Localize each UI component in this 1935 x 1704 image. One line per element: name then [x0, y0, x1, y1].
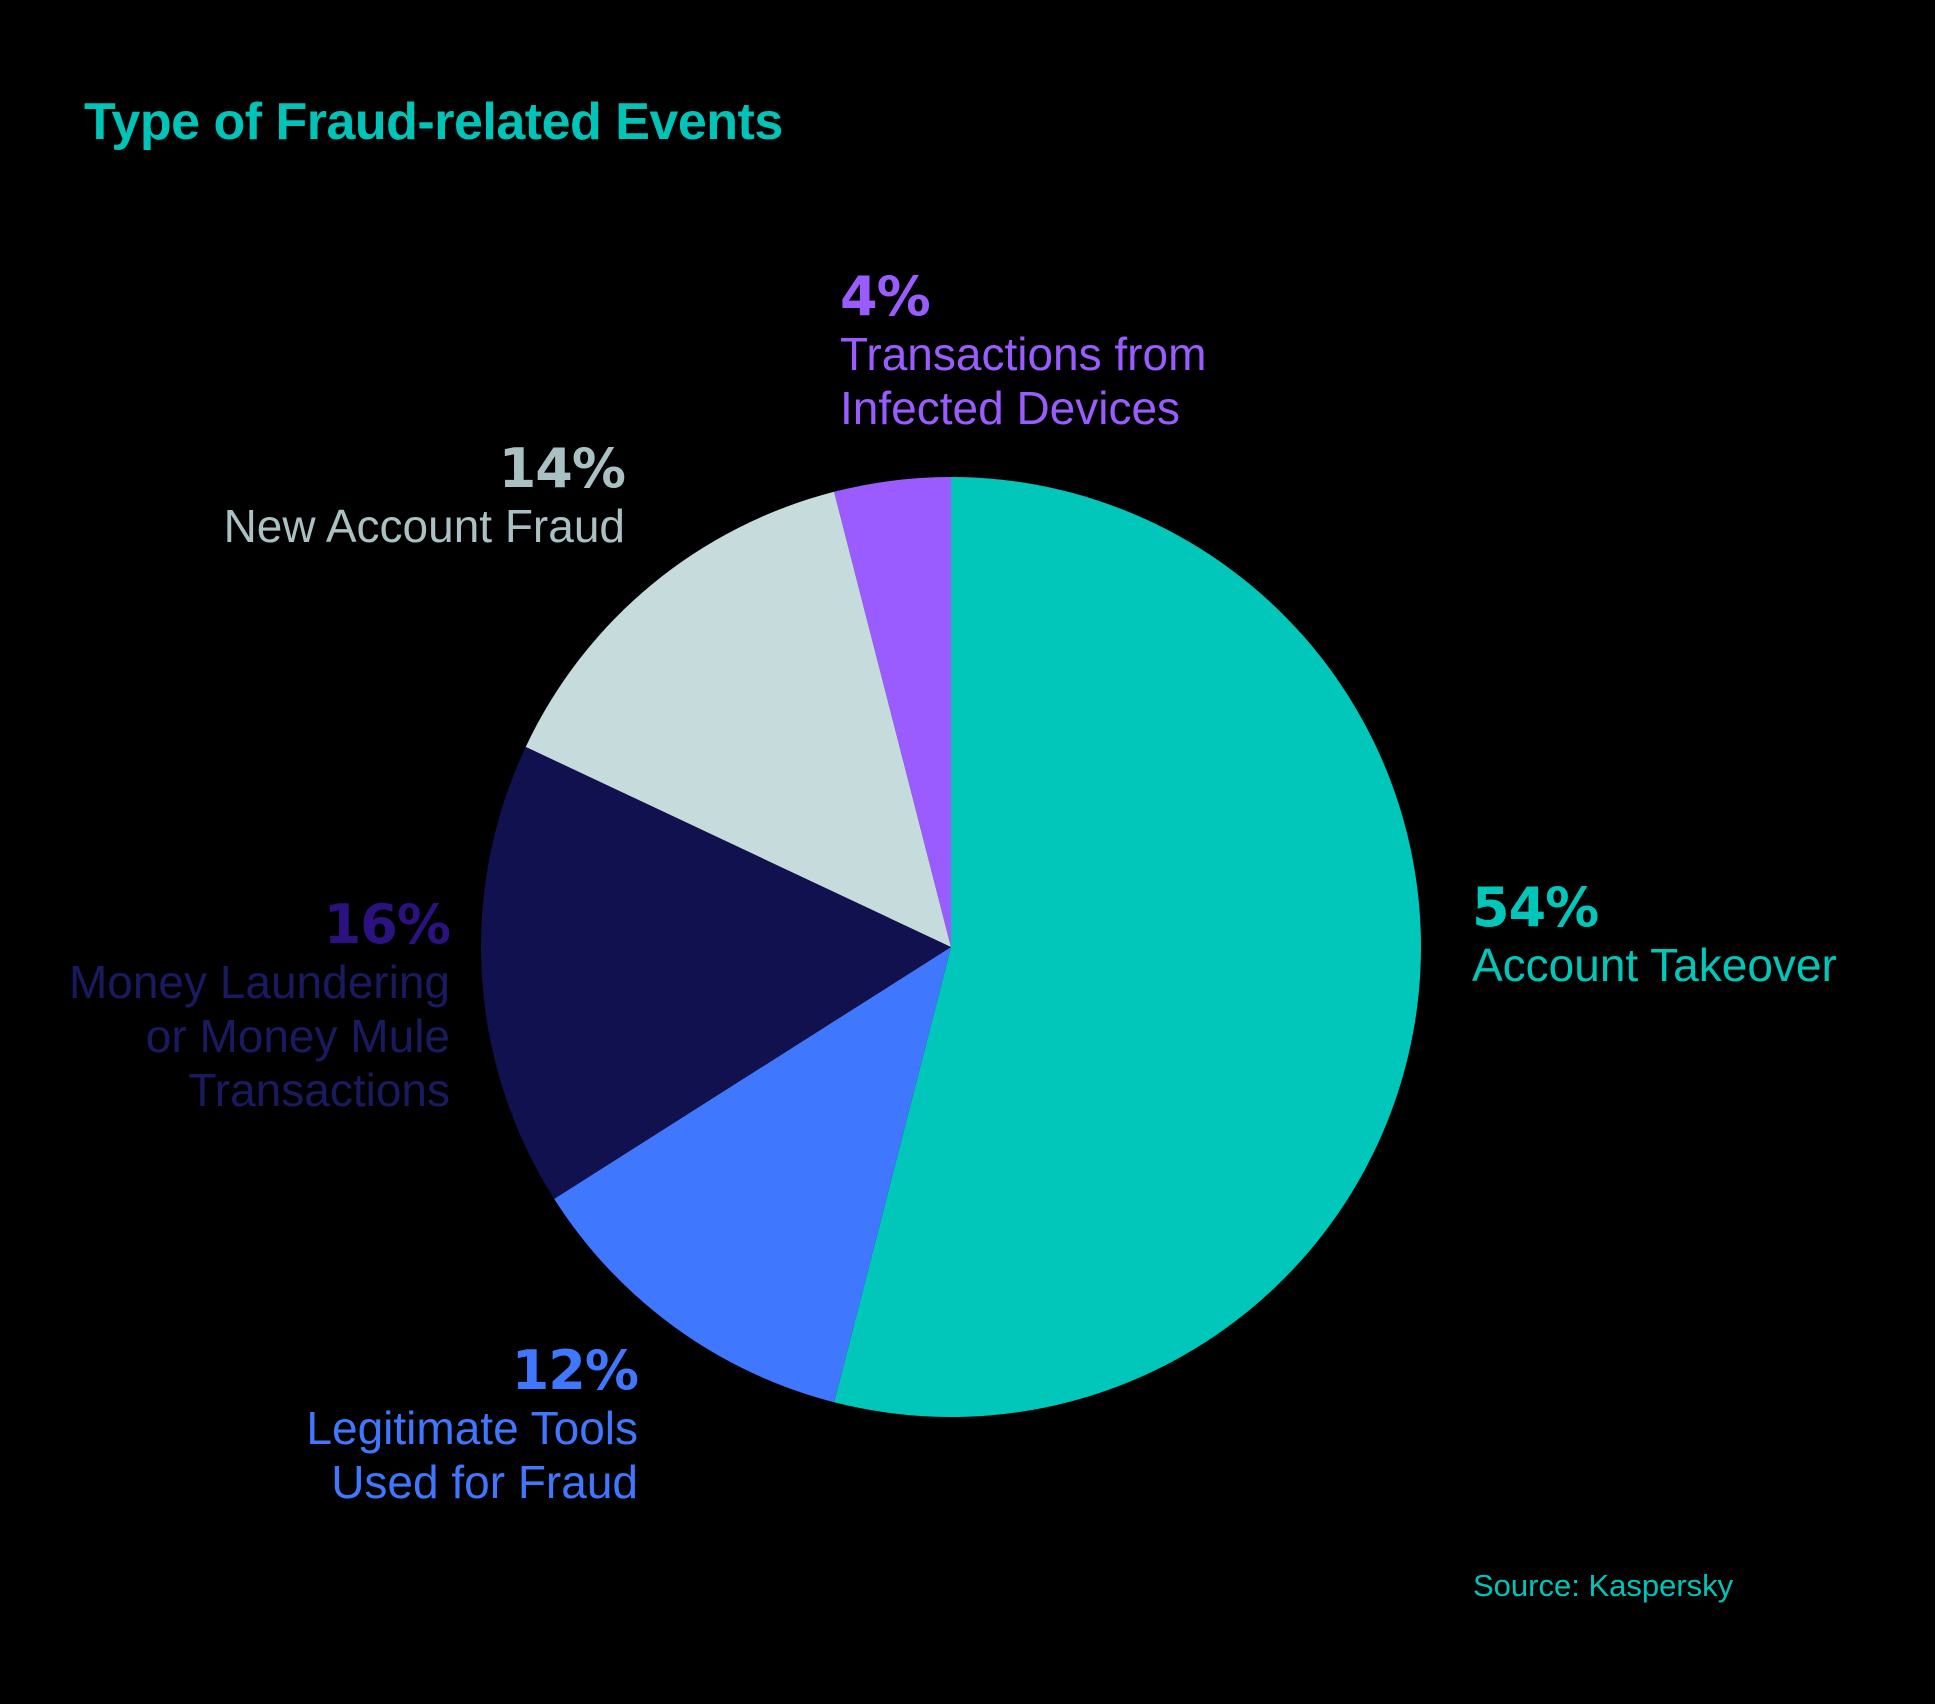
label-new-account-fraud: 14% New Account Fraud	[223, 437, 626, 553]
slice-name: Used for Fraud	[331, 1456, 638, 1508]
label-legitimate-tools: 12% Legitimate Tools Used for Fraud	[306, 1339, 639, 1509]
slice-name: Account Takeover	[1472, 939, 1837, 991]
label-money-laundering: 16% Money Laundering or Money Mule Trans…	[68, 893, 451, 1117]
slice-percent: 4%	[840, 265, 931, 328]
pie-slice	[834, 477, 951, 947]
slice-name: Money Laundering	[68, 956, 450, 1008]
pie-slice	[481, 746, 951, 1199]
slice-percent: 12%	[511, 1339, 639, 1402]
slice-percent: 16%	[323, 893, 451, 956]
slice-name: Infected Devices	[840, 382, 1181, 434]
chart-title: Type of Fraud-related Events	[84, 93, 783, 151]
slice-percent: 54%	[1472, 876, 1599, 939]
pie-slice	[834, 477, 1421, 1418]
slice-name: Transactions	[188, 1064, 450, 1116]
slice-percent: 14%	[498, 437, 626, 500]
slice-name: Transactions from	[840, 328, 1207, 380]
label-account-takeover: 54% Account Takeover	[1472, 878, 1837, 992]
pie-slice	[554, 947, 951, 1403]
slice-name: New Account Fraud	[223, 500, 625, 552]
pie-slice	[525, 491, 951, 947]
source-note: Source: Kaspersky	[1473, 1568, 1734, 1603]
slice-name: Legitimate Tools	[306, 1402, 638, 1454]
label-infected-devices: 4% Transactions from Infected Devices	[840, 267, 1206, 435]
slice-name: or Money Mule	[145, 1010, 450, 1062]
